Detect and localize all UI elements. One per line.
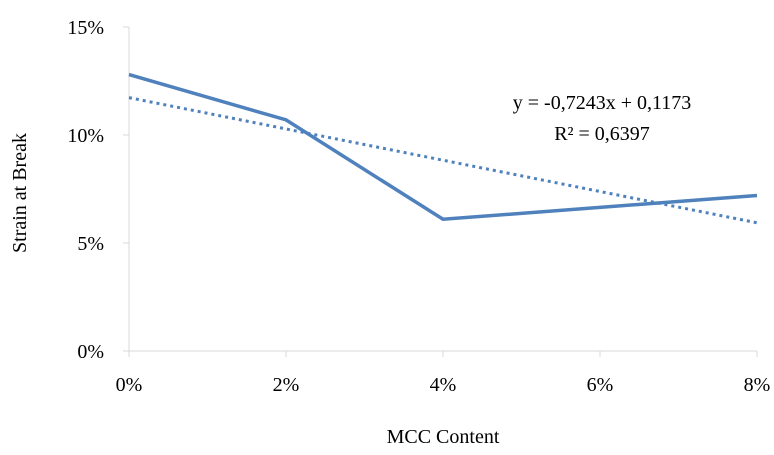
y-axis-title: Strain at Break bbox=[9, 133, 31, 253]
trendline-equation: y = -0,7243x + 0,1173 bbox=[513, 92, 691, 114]
x-axis-title: MCC Content bbox=[387, 426, 500, 448]
series-line bbox=[128, 72, 758, 222]
y-axis-tick-labels: 0% 5% 10% 15% bbox=[67, 17, 104, 363]
y-tick-label: 15% bbox=[67, 17, 104, 39]
x-tick-label: 8% bbox=[744, 374, 771, 396]
x-axis-ticks bbox=[128, 351, 758, 357]
axes bbox=[128, 27, 757, 352]
y-tick-label: 0% bbox=[77, 341, 104, 363]
y-axis-ticks bbox=[123, 26, 129, 352]
y-tick-label: 5% bbox=[77, 233, 104, 255]
series-lines bbox=[128, 72, 758, 222]
x-tick-label: 4% bbox=[430, 374, 457, 396]
x-axis-tick-labels: 0% 2% 4% 6% 8% bbox=[116, 374, 771, 396]
x-tick-label: 0% bbox=[116, 374, 143, 396]
trendline-r-squared: R² = 0,6397 bbox=[554, 123, 650, 145]
x-tick-label: 2% bbox=[273, 374, 300, 396]
x-tick-label: 6% bbox=[587, 374, 614, 396]
y-tick-label: 10% bbox=[67, 125, 104, 147]
